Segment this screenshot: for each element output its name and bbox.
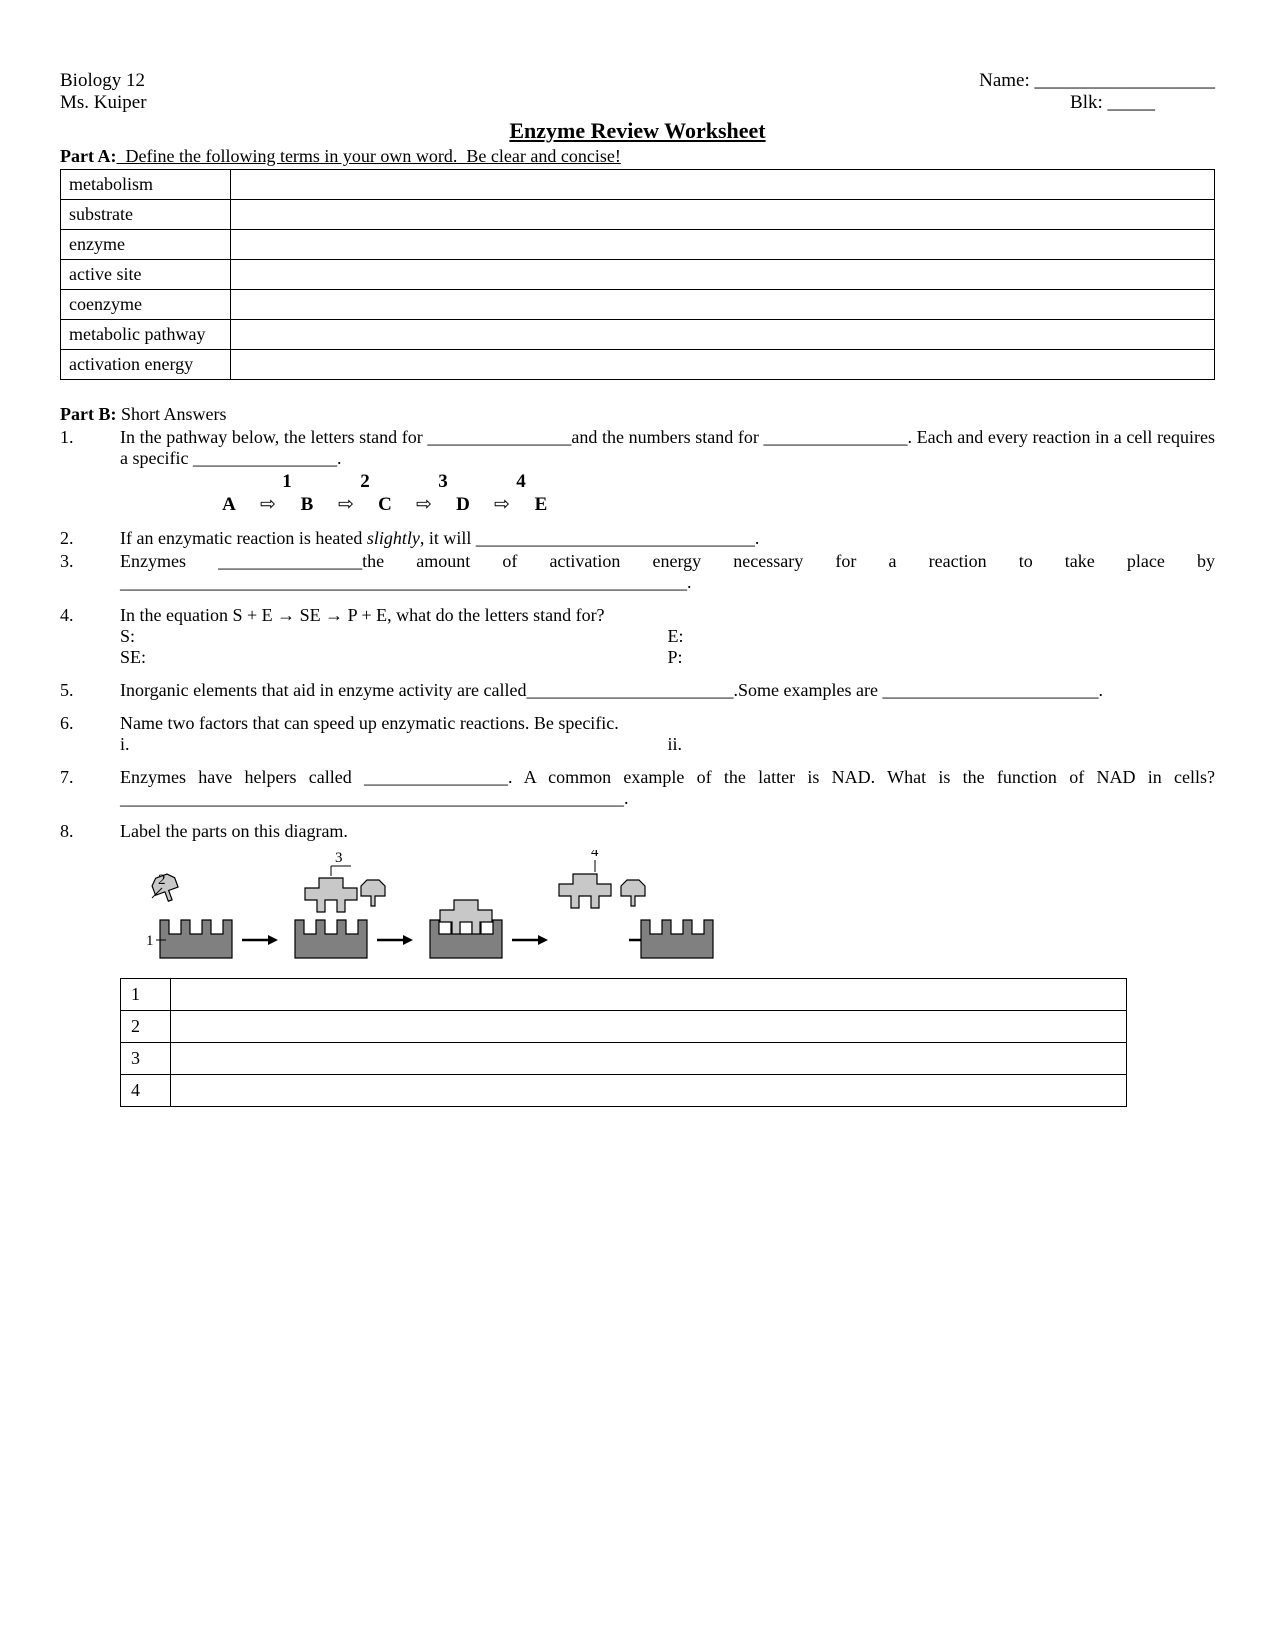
term-cell: active site [61, 260, 231, 290]
question-7: 7. Enzymes have helpers called _________… [60, 767, 1215, 809]
blk-field: Blk: _____ [1070, 92, 1215, 114]
header-row-2: Ms. Kuiper Blk: _____ [60, 92, 1215, 114]
term-cell: enzyme [61, 230, 231, 260]
question-8: 8. Label the parts on this diagram. 1234… [60, 821, 1215, 1107]
term-cell: substrate [61, 200, 231, 230]
name-field: Name: ___________________ [979, 70, 1215, 92]
svg-text:3: 3 [335, 850, 343, 866]
table-row: metabolism [61, 170, 1215, 200]
pathway-diagram: 1234 A⇨B⇨C⇨D⇨E [120, 471, 1215, 516]
table-row: 1 [121, 979, 1127, 1011]
table-row: metabolic pathway [61, 320, 1215, 350]
label-num: 2 [121, 1011, 171, 1043]
term-cell: metabolic pathway [61, 320, 231, 350]
question-4: 4. In the equation S + E → SE → P + E, w… [60, 605, 1215, 668]
definition-cell [231, 230, 1215, 260]
partB-heading: Part B: Short Answers [60, 404, 1215, 425]
term-cell: coenzyme [61, 290, 231, 320]
svg-text:1: 1 [146, 933, 154, 949]
page-title: Enzyme Review Worksheet [60, 118, 1215, 144]
label-answer [171, 979, 1127, 1011]
definition-cell [231, 290, 1215, 320]
definition-cell [231, 320, 1215, 350]
table-row: enzyme [61, 230, 1215, 260]
question-1: 1. In the pathway below, the letters sta… [60, 427, 1215, 516]
definition-cell [231, 260, 1215, 290]
definition-cell [231, 350, 1215, 380]
table-row: substrate [61, 200, 1215, 230]
question-6: 6. Name two factors that can speed up en… [60, 713, 1215, 755]
partA-instruction: Part A: Define the following terms in yo… [60, 146, 1215, 167]
enzyme-diagram: 1 2 3 4 [120, 850, 1215, 970]
definition-cell [231, 170, 1215, 200]
definitions-table: metabolismsubstrateenzymeactive sitecoen… [60, 169, 1215, 380]
table-row: 3 [121, 1043, 1127, 1075]
course: Biology 12 [60, 70, 145, 92]
teacher: Ms. Kuiper [60, 92, 147, 114]
table-row: coenzyme [61, 290, 1215, 320]
label-answer [171, 1011, 1127, 1043]
table-row: active site [61, 260, 1215, 290]
definition-cell [231, 200, 1215, 230]
table-row: 2 [121, 1011, 1127, 1043]
term-cell: metabolism [61, 170, 231, 200]
label-num: 1 [121, 979, 171, 1011]
table-row: 4 [121, 1075, 1127, 1107]
term-cell: activation energy [61, 350, 231, 380]
label-num: 3 [121, 1043, 171, 1075]
question-5: 5. Inorganic elements that aid in enzyme… [60, 680, 1215, 701]
label-num: 4 [121, 1075, 171, 1107]
svg-text:4: 4 [591, 850, 599, 860]
label-answer [171, 1043, 1127, 1075]
label-table: 1234 [120, 978, 1127, 1107]
question-2: 2. If an enzymatic reaction is heated sl… [60, 528, 1215, 549]
table-row: activation energy [61, 350, 1215, 380]
header-row: Biology 12 Name: ___________________ [60, 70, 1215, 92]
question-3: 3. Enzymes ________________the amount of… [60, 551, 1215, 593]
label-answer [171, 1075, 1127, 1107]
svg-text:2: 2 [158, 872, 166, 888]
